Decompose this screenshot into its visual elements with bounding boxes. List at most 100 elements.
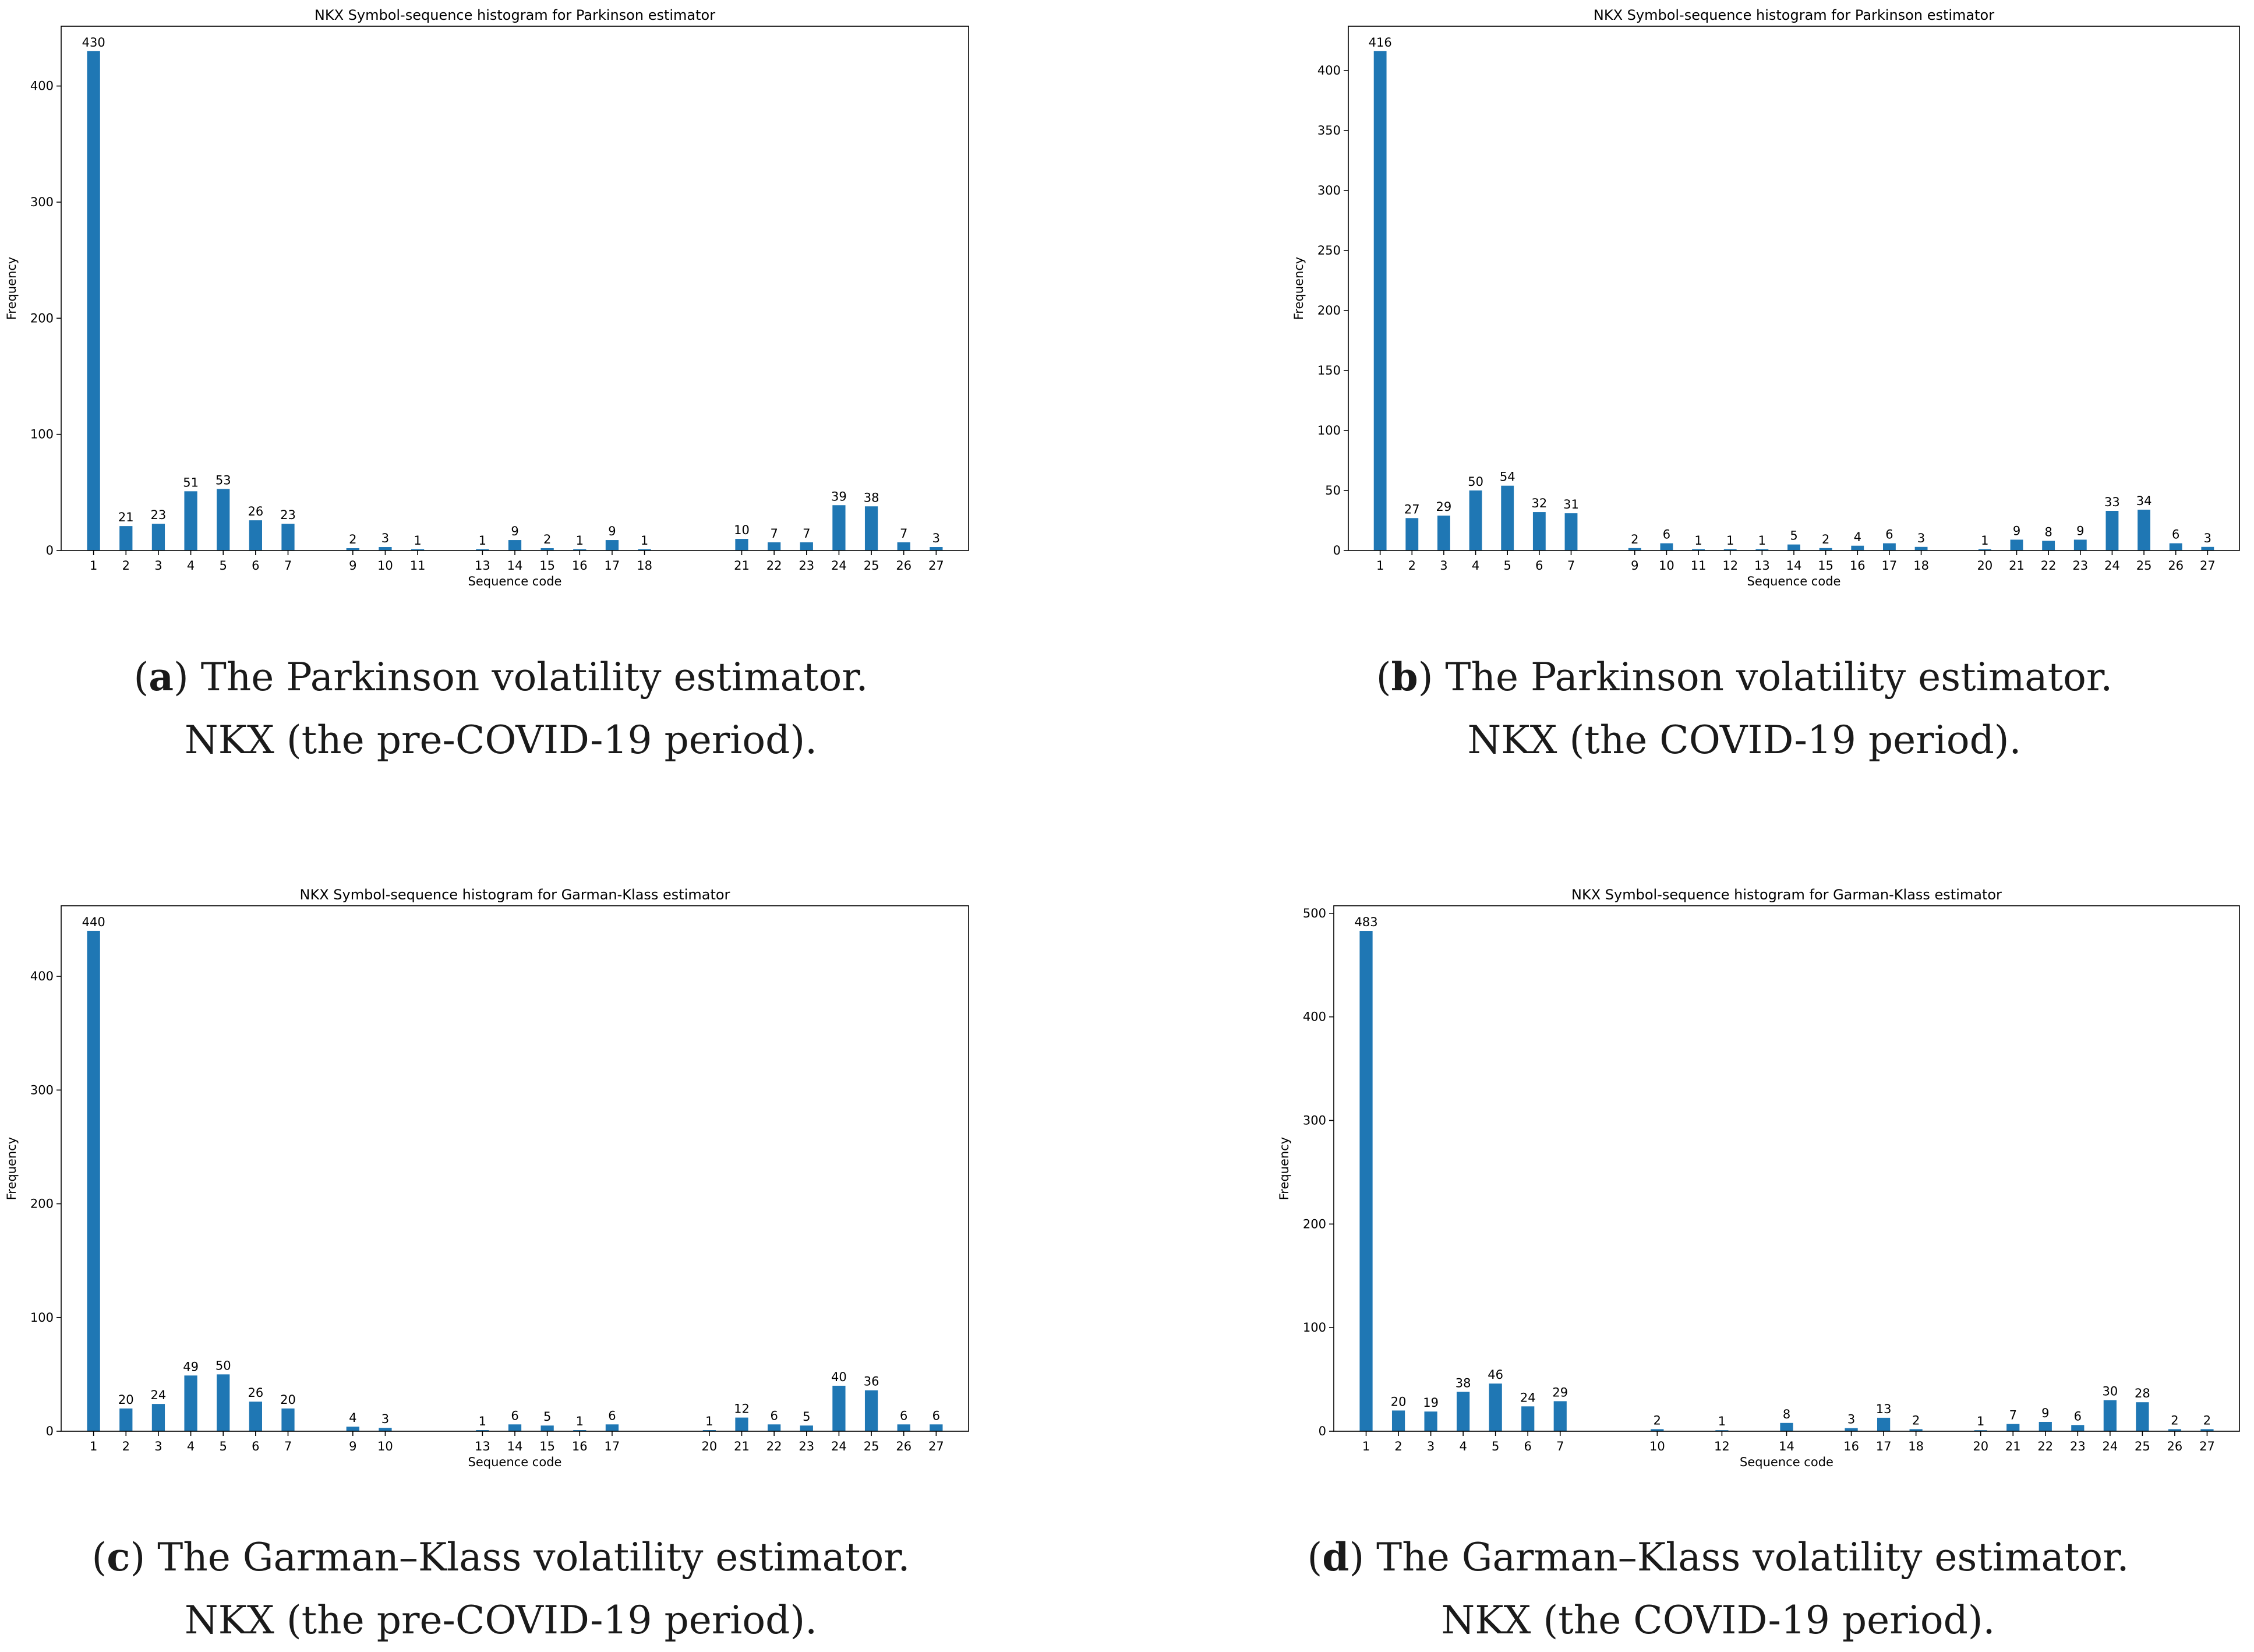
caption-b-letter: b [1391,654,1418,700]
bar [346,548,359,550]
data-label: 24 [1520,1390,1536,1404]
bar [573,1430,587,1431]
data-label: 9 [2013,524,2020,538]
bar [2136,1402,2149,1431]
caption-c: (c) The Garman–Klass volatility estimato… [0,1526,1002,1652]
data-label: 29 [1436,500,1452,514]
x-tick-label: 10 [377,559,393,573]
data-label: 40 [831,1370,847,1384]
data-label: 7 [900,527,907,541]
bar [1373,51,1387,551]
plot-frame [61,905,969,1432]
bar [281,1408,295,1431]
data-label: 49 [183,1360,199,1374]
x-tick-label: 26 [2167,1439,2183,1453]
caption-a-text: The Parkinson volatility estimator. [188,655,868,700]
y-axis-label: Frequency [5,1137,19,1201]
data-label: 440 [82,915,105,929]
x-tick-label: 5 [1504,559,1511,573]
x-tick-label: 23 [799,559,814,573]
data-label: 54 [1500,470,1515,484]
caption-c-line2: NKX (the pre-COVID-19 period). [184,1598,818,1643]
data-label: 51 [183,475,199,489]
bar [1457,1392,1470,1431]
x-tick-label: 12 [1714,1439,1730,1453]
data-label: 1 [576,1414,584,1428]
data-label: 2 [2203,1413,2211,1427]
data-label: 8 [1783,1407,1790,1421]
bar [2103,1400,2117,1431]
bar [217,489,230,550]
plot-frame [1348,26,2240,551]
data-label: 6 [932,1409,940,1422]
bar [281,524,295,550]
x-tick-label: 2 [1408,559,1416,573]
x-tick-label: 2 [122,559,130,573]
data-label: 9 [511,524,518,538]
y-tick-label: 200 [1303,1217,1326,1231]
y-tick-label: 200 [30,1197,54,1211]
bar [1787,544,1800,550]
data-label: 50 [215,1358,231,1372]
caption-d-line2: NKX (the COVID-19 period). [1441,1598,1995,1643]
data-label: 12 [734,1402,750,1416]
x-tick-label: 18 [1913,559,1929,573]
data-label: 29 [1552,1385,1568,1399]
x-tick-label: 25 [2135,1439,2150,1453]
chart-panel-c: 440 1 20 2 24 3 49 4 50 5 26 6 20 7 4 9 3 10 1 13 6 14 5 15 1 16 6… [0,880,1127,1651]
y-tick-label: 200 [30,311,54,325]
data-label: 430 [82,36,105,50]
data-label: 53 [215,473,231,487]
data-label: 7 [803,527,810,541]
x-axis-label: Sequence code [468,574,562,588]
data-label: 2 [2171,1413,2178,1427]
bar [1819,548,1832,550]
bar [1755,549,1769,550]
data-label: 3 [2204,531,2211,545]
caption-a-letter: a [149,654,174,700]
bar [2006,1424,2020,1431]
x-tick-label: 3 [154,1439,162,1453]
x-tick-label: 22 [2037,1439,2053,1453]
x-tick-label: 15 [539,1439,555,1453]
x-axis-label: Sequence code [1740,1455,1833,1469]
bar [2039,1421,2052,1431]
data-label: 26 [248,504,263,518]
data-label: 416 [1369,36,1392,50]
x-tick-label: 10 [1649,1439,1665,1453]
bar [2042,541,2055,550]
caption-a-line2: NKX (the pre-COVID-19 period). [184,718,818,763]
x-tick-label: 14 [507,559,523,573]
x-tick-label: 22 [2041,559,2057,573]
bar [1437,516,1450,550]
y-tick-label: 100 [1317,423,1341,437]
x-tick-label: 27 [928,559,944,573]
bar [897,1424,910,1431]
data-label: 24 [151,1388,167,1402]
chart-panel-d: 483 1 20 2 19 3 38 4 46 5 24 6 29 7 2 10 1 12 8 14 3 16 13 17 2 1… [1127,880,2254,1651]
x-tick-label: 2 [1394,1439,1402,1453]
data-label: 28 [2135,1386,2150,1400]
bar [702,1430,716,1431]
data-label: 6 [1663,528,1670,542]
bar [1553,1401,1567,1431]
data-label: 1 [576,534,584,548]
data-label: 4 [349,1411,356,1425]
caption-c-letter: c [107,1534,130,1580]
x-axis-label: Sequence code [1747,574,1841,588]
bar [1405,518,1419,550]
caption-c-text: The Garman–Klass volatility estimator. [145,1535,910,1580]
x-tick-label: 20 [701,1439,717,1453]
bar [1521,1406,1535,1431]
data-label: 46 [1488,1368,1503,1382]
y-tick-label: 150 [1317,363,1341,377]
y-tick-label: 0 [46,1424,54,1438]
bar [1909,1429,1923,1431]
x-tick-label: 4 [187,1439,195,1453]
y-tick-label: 100 [1303,1321,1326,1335]
x-tick-label: 7 [1556,1439,1564,1453]
data-label: 9 [2041,1406,2049,1420]
x-tick-label: 24 [2102,1439,2118,1453]
bar [573,549,587,550]
x-tick-label: 26 [896,559,912,573]
